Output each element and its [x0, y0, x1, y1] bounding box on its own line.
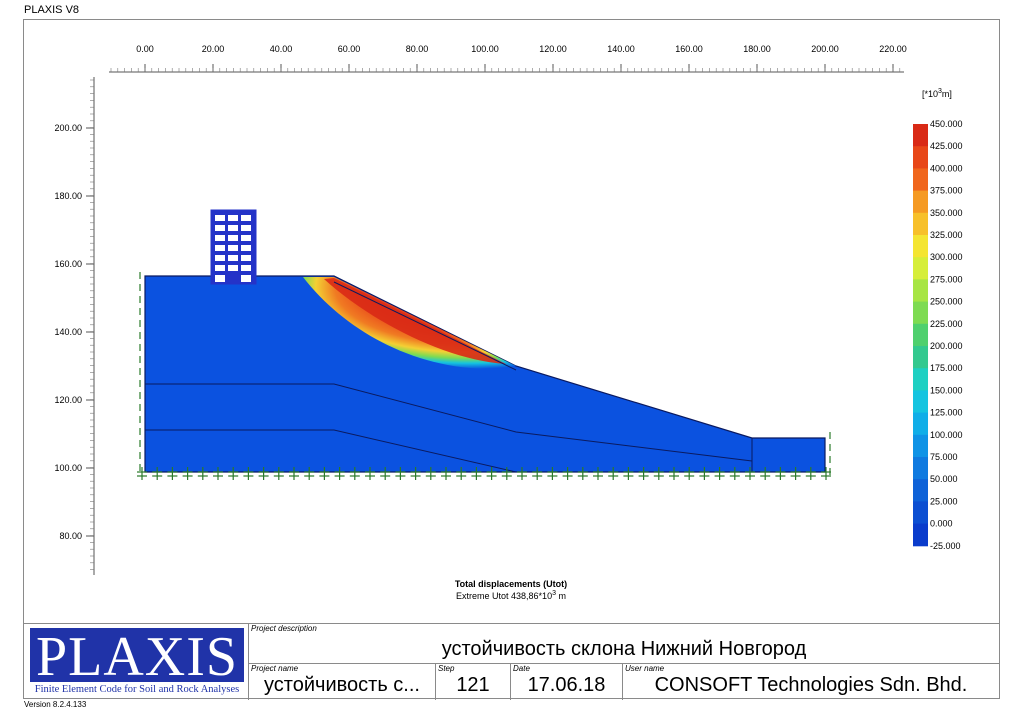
plaxis-logo: PLAXIS Finite Element Code for Soil and …	[30, 628, 244, 695]
soil-model[interactable]	[137, 209, 831, 480]
x-tick-label: 120.00	[539, 44, 567, 54]
title-block: PLAXIS Finite Element Code for Soil and …	[24, 623, 999, 700]
result-extreme: Extreme Utot 438,86*103 m	[456, 590, 566, 601]
legend-label: 25.000	[930, 496, 958, 506]
boundary-fixities	[137, 272, 831, 480]
y-tick-label: 100.00	[54, 463, 82, 473]
legend-swatch	[913, 501, 928, 525]
date-cell: Date 17.06.18	[510, 664, 622, 700]
version-text: Version 8.2.4.133	[24, 700, 87, 709]
y-tick-label: 180.00	[54, 191, 82, 201]
legend-swatch	[913, 212, 928, 236]
legend-label: 400.000	[930, 163, 963, 173]
legend-label: 75.000	[930, 452, 958, 462]
project-description: устойчивость склона Нижний Новгород	[441, 638, 807, 660]
legend-swatch	[913, 279, 928, 303]
x-tick-label: 100.00	[471, 44, 499, 54]
x-axis: 0.00 20.00 40.00 60.00 80.00 100.00 120.00 140.…	[109, 44, 907, 73]
project-name: устойчивость с...	[264, 674, 420, 696]
step-cell: Step 121	[435, 664, 510, 700]
user-name-cell: User name CONSOFT Technologies Sdn. Bhd.	[622, 664, 999, 700]
user-name: CONSOFT Technologies Sdn. Bhd.	[654, 674, 968, 696]
legend-swatch	[913, 168, 928, 192]
legend-label: 0.000	[930, 519, 953, 529]
x-tick-label: 0.00	[136, 44, 154, 54]
project-name-cell: Project name устойчивость с...	[248, 664, 435, 700]
legend-label: 200.000	[930, 341, 963, 351]
legend-swatch	[913, 190, 928, 214]
y-axis: 200.00 180.00 160.00 140.00 120.00 100.00 80.0…	[54, 77, 95, 575]
x-tick-label: 40.00	[270, 44, 293, 54]
x-tick-label: 200.00	[811, 44, 839, 54]
legend-swatch	[913, 390, 928, 414]
logo-text: PLAXIS	[30, 628, 244, 686]
legend-swatch	[913, 479, 928, 502]
app-title: PLAXIS V8	[24, 4, 80, 16]
layer-boundary-1	[145, 383, 753, 462]
legend-swatch	[913, 412, 928, 436]
layer-boundary-2	[145, 429, 517, 473]
legend-label: 150.000	[930, 385, 963, 395]
legend-swatch	[913, 257, 928, 280]
legend-label: 250.000	[930, 297, 963, 307]
y-tick-label: 80.00	[59, 531, 82, 541]
y-tick-label: 200.00	[54, 123, 82, 133]
plot-area[interactable]: 0.00 20.00 40.00 60.00 80.00 100.00 120.00 140.…	[24, 20, 999, 623]
x-tick-label: 160.00	[675, 44, 703, 54]
project-name-label: Project name	[251, 664, 299, 673]
legend-label: 350.000	[930, 208, 963, 218]
date-value: 17.06.18	[527, 674, 606, 696]
legend-label: 225.000	[930, 319, 963, 329]
date-label: Date	[513, 664, 530, 673]
step-label: Step	[438, 664, 455, 673]
color-legend: [*103m] 450.000 425.000 400.000 375.000 350.…	[913, 88, 963, 551]
legend-swatch	[913, 235, 928, 258]
user-name-label: User name	[625, 664, 665, 673]
soil-body	[144, 275, 826, 473]
project-description-label: Project description	[251, 624, 317, 633]
x-tick-label: 140.00	[607, 44, 635, 54]
legend-swatch	[913, 457, 928, 480]
x-tick-label: 20.00	[202, 44, 225, 54]
legend-swatch	[913, 323, 928, 347]
y-tick-label: 140.00	[54, 327, 82, 337]
y-tick-label: 160.00	[54, 259, 82, 269]
legend-swatch	[913, 146, 928, 169]
legend-swatch	[913, 368, 928, 391]
x-tick-label: 80.00	[406, 44, 429, 54]
legend-label: -25.000	[930, 541, 961, 551]
legend-swatch	[913, 124, 928, 147]
plot-canvas[interactable]: 0.00 20.00 40.00 60.00 80.00 100.00 120.00 140.…	[24, 20, 999, 623]
logo-subtitle: Finite Element Code for Soil and Rock An…	[34, 684, 240, 695]
x-tick-label: 220.00	[879, 44, 907, 54]
legend-label: 275.000	[930, 274, 963, 284]
legend-label: 300.000	[930, 252, 963, 262]
legend-label: 450.000	[930, 119, 963, 129]
sheet-frame	[23, 19, 1000, 699]
legend-swatch	[913, 301, 928, 325]
legend-unit: [*103m]	[922, 88, 952, 99]
result-title: Total displacements (Utot)	[455, 579, 567, 589]
legend-swatch	[913, 346, 928, 369]
legend-label: 175.000	[930, 363, 963, 373]
legend-label: 100.000	[930, 430, 963, 440]
x-tick-label: 60.00	[338, 44, 361, 54]
project-description-cell: Project description устойчивость склона …	[248, 624, 999, 664]
slope-surface-line	[333, 281, 517, 371]
legend-label: 325.000	[930, 230, 963, 240]
y-tick-label: 120.00	[54, 395, 82, 405]
legend-label: 375.000	[930, 186, 963, 196]
legend-label: 50.000	[930, 474, 958, 484]
legend-swatch	[913, 434, 928, 458]
x-tick-label: 180.00	[743, 44, 771, 54]
legend-swatch	[913, 523, 928, 547]
legend-label: 125.000	[930, 408, 963, 418]
building	[210, 209, 257, 285]
legend-label: 425.000	[930, 141, 963, 151]
step-value: 121	[456, 674, 490, 696]
